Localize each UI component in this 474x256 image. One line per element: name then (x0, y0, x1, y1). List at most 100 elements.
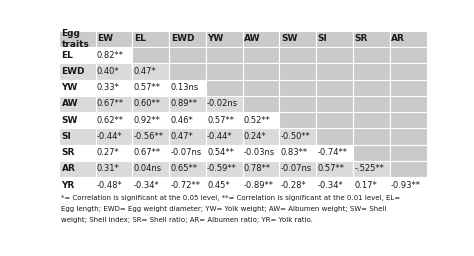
Bar (280, 161, 316, 177)
Text: -0.74**: -0.74** (318, 148, 347, 157)
Text: 0.54**: 0.54** (207, 148, 234, 157)
Bar (169, 128, 206, 145)
Bar (316, 31, 353, 47)
Bar (353, 47, 390, 63)
Text: -0.34*: -0.34* (134, 181, 159, 190)
Bar (243, 80, 280, 96)
Text: -0.48*: -0.48* (97, 181, 122, 190)
Bar (353, 161, 390, 177)
Bar (59, 80, 96, 96)
Bar (280, 96, 316, 112)
Bar (316, 47, 353, 63)
Text: EL: EL (62, 51, 73, 60)
Text: YW: YW (62, 83, 78, 92)
Bar (280, 177, 316, 193)
Bar (59, 112, 96, 128)
Text: 0.24*: 0.24* (244, 132, 266, 141)
Bar (59, 47, 96, 63)
Bar (243, 47, 280, 63)
Text: 0.13ns: 0.13ns (170, 83, 199, 92)
Bar (59, 128, 96, 145)
Bar (206, 96, 243, 112)
Text: 0.78**: 0.78** (244, 164, 271, 174)
Text: 0.27*: 0.27* (97, 148, 119, 157)
Text: -0.34*: -0.34* (318, 181, 343, 190)
Bar (353, 80, 390, 96)
Bar (353, 96, 390, 112)
Text: -0.02ns: -0.02ns (207, 99, 238, 108)
Bar (169, 63, 206, 80)
Text: SW: SW (62, 116, 78, 125)
Bar (280, 112, 316, 128)
Bar (243, 161, 280, 177)
Bar (96, 112, 132, 128)
Bar (390, 112, 427, 128)
Text: AW: AW (244, 34, 261, 43)
Bar (390, 31, 427, 47)
Bar (206, 63, 243, 80)
Bar (243, 31, 280, 47)
Bar (280, 128, 316, 145)
Text: 0.67**: 0.67** (97, 99, 124, 108)
Text: 0.46*: 0.46* (170, 116, 193, 125)
Bar (316, 177, 353, 193)
Bar (96, 128, 132, 145)
Text: 0.92**: 0.92** (134, 116, 160, 125)
Bar (132, 112, 169, 128)
Text: -0.50**: -0.50** (281, 132, 310, 141)
Bar (59, 177, 96, 193)
Text: weight; Shell index; SR= Shell ratio; AR= Albumen ratio; YR= Yolk ratio.: weight; Shell index; SR= Shell ratio; AR… (61, 217, 313, 223)
Text: YW: YW (208, 34, 224, 43)
Bar (243, 128, 280, 145)
Text: EWD: EWD (171, 34, 194, 43)
Bar (390, 161, 427, 177)
Text: 0.17*: 0.17* (354, 181, 377, 190)
Text: 0.67**: 0.67** (134, 148, 161, 157)
Bar (169, 47, 206, 63)
Bar (316, 128, 353, 145)
Text: YR: YR (62, 181, 75, 190)
Bar (59, 31, 96, 47)
Text: EL: EL (134, 34, 146, 43)
Bar (206, 177, 243, 193)
Bar (390, 145, 427, 161)
Bar (59, 96, 96, 112)
Bar (280, 47, 316, 63)
Bar (390, 177, 427, 193)
Text: 0.83**: 0.83** (281, 148, 308, 157)
Text: AW: AW (62, 99, 78, 108)
Bar (132, 31, 169, 47)
Text: *= Correlation is significant at the 0.05 level, **= Correlation is significant : *= Correlation is significant at the 0.0… (61, 195, 400, 201)
Text: 0.31*: 0.31* (97, 164, 119, 174)
Bar (206, 145, 243, 161)
Bar (243, 177, 280, 193)
Bar (316, 145, 353, 161)
Bar (390, 80, 427, 96)
Bar (169, 145, 206, 161)
Text: 0.45*: 0.45* (207, 181, 230, 190)
Bar (169, 96, 206, 112)
Bar (316, 80, 353, 96)
Text: -0.89**: -0.89** (244, 181, 274, 190)
Text: SI: SI (318, 34, 328, 43)
Bar (353, 112, 390, 128)
Bar (316, 112, 353, 128)
Text: Egg
traits: Egg traits (62, 29, 89, 49)
Text: SR: SR (62, 148, 75, 157)
Text: SR: SR (355, 34, 368, 43)
Bar (206, 47, 243, 63)
Bar (132, 63, 169, 80)
Bar (243, 145, 280, 161)
Text: 0.89**: 0.89** (170, 99, 197, 108)
Bar (390, 47, 427, 63)
Text: -.525**: -.525** (354, 164, 384, 174)
Text: -0.72**: -0.72** (170, 181, 201, 190)
Text: 0.57**: 0.57** (207, 116, 234, 125)
Text: 0.62**: 0.62** (97, 116, 124, 125)
Text: 0.82**: 0.82** (97, 51, 124, 60)
Bar (132, 47, 169, 63)
Text: Egg length; EWD= Egg weight diameter; YW= Yolk weight; AW= Albumen weight; SW= S: Egg length; EWD= Egg weight diameter; YW… (61, 206, 386, 212)
Bar (96, 96, 132, 112)
Bar (390, 63, 427, 80)
Bar (59, 63, 96, 80)
